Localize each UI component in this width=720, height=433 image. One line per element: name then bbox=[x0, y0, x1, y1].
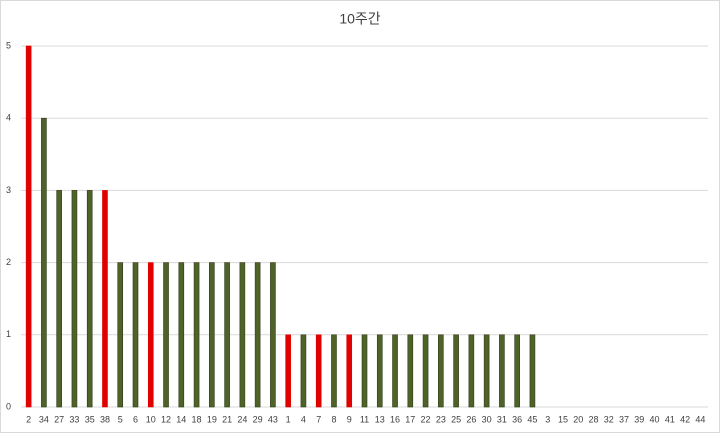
x-tick-label: 26 bbox=[466, 414, 476, 424]
bar bbox=[529, 334, 536, 408]
x-tick-label: 4 bbox=[301, 414, 306, 424]
x-tick-label: 27 bbox=[54, 414, 64, 424]
x-tick-label: 41 bbox=[665, 414, 675, 424]
x-tick-label: 37 bbox=[619, 414, 629, 424]
bar bbox=[25, 45, 32, 408]
y-tick-label: 1 bbox=[6, 329, 11, 339]
bar bbox=[407, 334, 414, 408]
x-tick-label: 34 bbox=[39, 414, 49, 424]
bar bbox=[270, 262, 276, 408]
x-tick-label: 9 bbox=[347, 414, 352, 424]
x-tick-label: 32 bbox=[604, 414, 614, 424]
x-tick-label: 14 bbox=[176, 414, 186, 424]
x-tick-label: 20 bbox=[573, 414, 583, 424]
x-tick-label: 10 bbox=[146, 414, 156, 424]
x-tick-label: 36 bbox=[512, 414, 522, 424]
x-tick-label: 6 bbox=[133, 414, 138, 424]
bar bbox=[71, 190, 78, 408]
bar bbox=[147, 262, 154, 408]
x-tick-label: 7 bbox=[316, 414, 321, 424]
x-tick-label: 28 bbox=[588, 414, 598, 424]
x-tick-label: 43 bbox=[268, 414, 278, 424]
x-tick-label: 13 bbox=[375, 414, 385, 424]
chart-title: 10주간 bbox=[339, 11, 380, 27]
x-tick-label: 39 bbox=[634, 414, 644, 424]
y-tick-label: 5 bbox=[6, 40, 11, 50]
y-tick-label: 3 bbox=[6, 185, 11, 195]
x-tick-label: 22 bbox=[421, 414, 431, 424]
bar bbox=[468, 334, 475, 408]
x-tick-label: 11 bbox=[360, 414, 369, 424]
x-tick-label: 31 bbox=[497, 414, 507, 424]
x-tick-label: 35 bbox=[85, 414, 95, 424]
x-tick-label: 21 bbox=[222, 414, 232, 424]
x-tick-label: 2 bbox=[26, 414, 31, 424]
y-tick-label: 2 bbox=[6, 257, 11, 267]
bar bbox=[392, 334, 398, 408]
bar bbox=[102, 190, 108, 408]
bar bbox=[132, 262, 139, 408]
y-tick-label: 4 bbox=[6, 113, 11, 123]
x-tick-label: 15 bbox=[558, 414, 568, 424]
bar bbox=[86, 190, 93, 408]
x-tick-label: 18 bbox=[192, 414, 202, 424]
x-tick-label: 30 bbox=[482, 414, 492, 424]
bar bbox=[209, 262, 215, 408]
bar bbox=[117, 262, 124, 408]
bar bbox=[163, 262, 169, 408]
bar bbox=[453, 334, 459, 408]
x-tick-label: 44 bbox=[695, 414, 705, 424]
x-tick-label: 1 bbox=[286, 414, 291, 424]
bar bbox=[331, 334, 337, 408]
x-tick-label: 24 bbox=[237, 414, 247, 424]
x-tick-label: 3 bbox=[545, 414, 550, 424]
bar bbox=[239, 262, 246, 408]
bar bbox=[483, 334, 490, 408]
bar bbox=[178, 262, 185, 408]
x-tick-label: 5 bbox=[118, 414, 123, 424]
bar bbox=[56, 190, 62, 408]
x-tick-label: 38 bbox=[100, 414, 110, 424]
bar bbox=[499, 334, 505, 408]
bar bbox=[514, 334, 520, 408]
x-tick-label: 33 bbox=[69, 414, 79, 424]
x-tick-label: 42 bbox=[680, 414, 690, 424]
x-tick-label: 25 bbox=[451, 414, 461, 424]
bar bbox=[285, 334, 291, 408]
x-tick-label: 45 bbox=[527, 414, 537, 424]
bar bbox=[422, 334, 429, 408]
x-tick-label: 12 bbox=[161, 414, 171, 424]
x-tick-label: 16 bbox=[390, 414, 400, 424]
bar bbox=[300, 334, 307, 408]
bar bbox=[346, 334, 353, 408]
y-tick-label: 0 bbox=[6, 401, 11, 411]
bar bbox=[224, 262, 230, 408]
x-tick-label: 17 bbox=[405, 414, 415, 424]
bar bbox=[254, 262, 261, 408]
x-tick-label: 8 bbox=[331, 414, 336, 424]
x-tick-label: 23 bbox=[436, 414, 446, 424]
bar bbox=[41, 117, 47, 408]
bar bbox=[193, 262, 200, 408]
bar bbox=[376, 334, 383, 408]
bar bbox=[315, 334, 322, 408]
bar bbox=[438, 334, 444, 408]
x-tick-label: 40 bbox=[650, 414, 660, 424]
bar bbox=[361, 334, 368, 408]
x-tick-label: 19 bbox=[207, 414, 217, 424]
x-tick-label: 29 bbox=[253, 414, 263, 424]
